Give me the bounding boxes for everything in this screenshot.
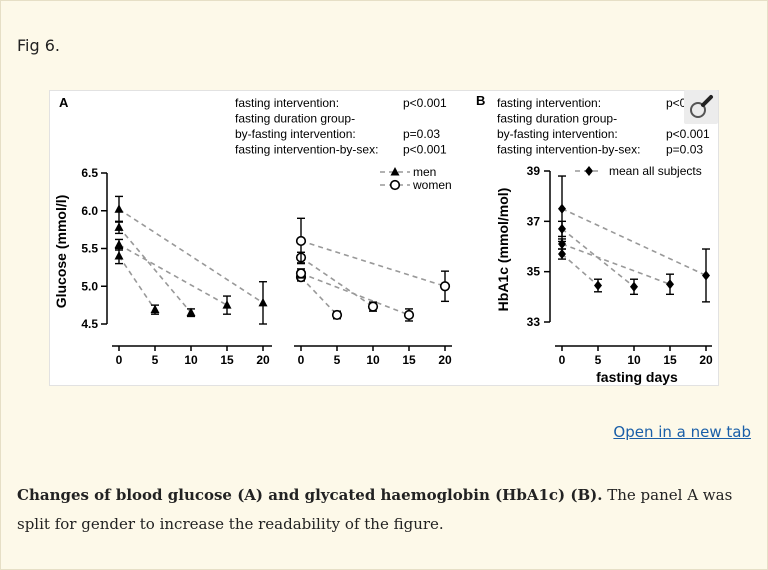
panel-b-label: B <box>476 93 485 108</box>
panel-a-y-tick-label: 6.5 <box>81 166 98 180</box>
panel-b-point <box>702 270 710 281</box>
caption-title: Changes of blood glucose (A) and glycate… <box>17 486 603 504</box>
panel-b-y-tick-label: 35 <box>527 265 541 279</box>
panel-a-women-point <box>295 268 307 279</box>
panel-b-point <box>666 279 674 290</box>
panel-a-x-tick-label: 0 <box>298 353 305 367</box>
panel-b-point <box>594 280 602 291</box>
panel-a-men-trend-line <box>118 255 156 311</box>
panel-a-y-tick-label: 6.0 <box>81 204 98 218</box>
panel-a-legend-label: women <box>412 178 452 192</box>
panel-a-x-tick-label: 15 <box>220 353 234 367</box>
panel-a-label: A <box>59 95 69 110</box>
panel-b-point <box>558 203 566 214</box>
panel-a-women-point <box>439 281 451 292</box>
panel-a-x-tick-label: 10 <box>366 353 380 367</box>
panel-a-y-tick-label: 5.5 <box>81 242 98 256</box>
panel-a-women-trend-line <box>300 272 410 316</box>
panel-b-stat-p: p<0.001 <box>666 127 710 141</box>
panel-a-y-tick-label: 4.5 <box>81 317 98 331</box>
panel-a-x-tick-label: 20 <box>438 353 452 367</box>
panel-a-stat-label: fasting intervention: <box>235 96 339 110</box>
panel-a-women-trend-line <box>300 276 338 316</box>
panel-a-y-tick-label: 5.0 <box>81 279 98 293</box>
panel-a-x-tick-label: 0 <box>116 353 123 367</box>
panel-b-x-tick-label: 5 <box>595 353 602 367</box>
panel-a-stat-p: p<0.001 <box>403 143 447 157</box>
panel-b-point <box>558 249 566 260</box>
panel-b-trend-line <box>561 243 671 285</box>
panel-a-stat-p: p=0.03 <box>403 127 440 141</box>
panel-a-women-trend-line <box>300 240 446 288</box>
panel-b-point <box>630 281 638 292</box>
panel-b-legend-label: mean all subjects <box>609 164 702 178</box>
panel-a-women-trend-line <box>300 256 374 308</box>
panel-b-stat-label: fasting intervention-by-sex: <box>497 143 640 157</box>
caption-text: The panel A was split for gender to incr… <box>17 486 733 533</box>
panel-a-men-point <box>150 304 160 314</box>
panel-b-x-tick-label: 0 <box>559 353 566 367</box>
panel-a-men-trend-line <box>118 244 228 306</box>
panel-b-y-tick-label: 39 <box>527 164 541 178</box>
panel-b-y-tick-label: 37 <box>527 214 541 228</box>
panel-a-y-label: Glucose (mmol/l) <box>53 195 69 309</box>
panel-b-y-tick-label: 33 <box>527 315 541 329</box>
panel-a-men-point <box>114 222 124 231</box>
panel-a-men-point <box>114 239 124 249</box>
open-new-tab-link[interactable]: Open in a new tab <box>613 423 751 441</box>
panel-b-stat-label: fasting intervention: <box>497 96 601 110</box>
panel-a-women-point <box>295 235 307 247</box>
panel-a-legend-label: men <box>413 165 436 179</box>
panel-a-x-tick-label: 10 <box>184 353 198 367</box>
panel-a-stat-label: by-fasting intervention: <box>235 127 356 141</box>
panel-a-men-point <box>186 307 196 317</box>
panel-b-x-tick-label: 10 <box>627 353 641 367</box>
panel-a-legend-marker <box>389 179 401 191</box>
panel-a-x-tick-label: 5 <box>334 353 341 367</box>
panel-a-men-point <box>114 251 124 260</box>
panel-b-stat-label: by-fasting intervention: <box>497 127 618 141</box>
panel-a-x-tick-label: 15 <box>402 353 416 367</box>
panel-b-trend-line <box>561 253 599 287</box>
panel-a-stat-label: fasting duration group- <box>235 112 355 126</box>
panel-b-trend-line <box>561 208 707 277</box>
panel-a-men-trend-line <box>118 226 192 314</box>
panel-a-stat-p: p<0.001 <box>403 96 447 110</box>
panel-a-stat-label: fasting intervention-by-sex: <box>235 143 378 157</box>
panel-a-x-tick-label: 20 <box>256 353 270 367</box>
magnify-icon[interactable] <box>684 90 718 124</box>
panel-b-x-label: fasting days <box>596 369 678 385</box>
panel-a-women-point <box>367 301 379 312</box>
panel-b-stat-label: fasting duration group- <box>497 112 617 126</box>
panel-a-men-trend-line <box>118 208 264 304</box>
panel-a-women-point <box>403 309 415 321</box>
panel-a-legend-marker <box>390 167 400 176</box>
panel-b-y-label: HbA1c (mmol/mol) <box>495 188 511 312</box>
panel-b-legend-marker <box>585 166 593 176</box>
figure-caption: Changes of blood glucose (A) and glycate… <box>17 481 753 539</box>
panel-b-x-tick-label: 20 <box>699 353 713 367</box>
panel-a-men-point <box>258 297 268 307</box>
panel-a-men-point <box>222 300 232 309</box>
panel-a-x-tick-label: 5 <box>152 353 159 367</box>
panel-b-x-tick-label: 15 <box>663 353 677 367</box>
panel-a-women-point <box>331 309 343 321</box>
figure-label: Fig 6. <box>17 36 60 55</box>
panel-b-stat-p: p=0.03 <box>666 143 703 157</box>
panel-a-men-point <box>114 204 124 213</box>
